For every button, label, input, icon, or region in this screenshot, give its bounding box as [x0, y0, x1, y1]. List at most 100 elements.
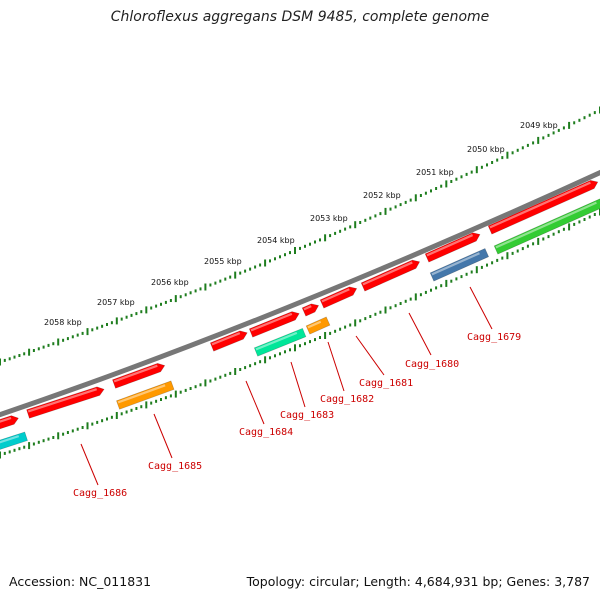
ruler-label: 2058 kbp: [44, 318, 82, 327]
ruler-inner-dot: [42, 439, 45, 443]
ruler-inner-dot: [3, 451, 6, 455]
ruler-inner-dot: [339, 327, 342, 331]
ruler-inner-dot: [62, 432, 65, 436]
ruler-inner-dot: [32, 442, 35, 446]
gene-label[interactable]: Cagg_1680: [405, 359, 459, 370]
ruler-outer-dot: [430, 189, 432, 193]
ruler-inner-dot: [430, 288, 432, 292]
ruler-inner-dot: [501, 256, 504, 260]
ruler-inner-dot: [18, 447, 21, 451]
ruler-label: 2049 kbp: [520, 121, 558, 130]
accession-text: Accession: NC_011831: [9, 574, 152, 589]
ruler-inner-dot: [526, 244, 529, 248]
gene-leader-line: [327, 341, 345, 392]
ruler-outer-dot: [299, 246, 301, 250]
ruler-outer-dot: [23, 352, 26, 356]
ruler-inner-dot: [135, 407, 138, 410]
gene-bar-cagg-1682: [305, 316, 331, 335]
ruler-inner-major-tick: [506, 252, 509, 260]
ruler-inner-dot: [224, 373, 227, 377]
genome-backbone: [0, 169, 600, 418]
ruler-outer-dot: [259, 263, 262, 267]
ruler-outer-dot: [150, 306, 153, 310]
ruler-outer-dot: [435, 187, 438, 190]
ruler-outer-dot: [8, 357, 11, 361]
ruler-outer-major-tick: [414, 194, 417, 202]
ruler-outer-dot: [101, 324, 104, 328]
ruler-inner-dot: [155, 399, 158, 403]
ruler-outer-dot: [37, 347, 40, 351]
ruler-outer-dot: [91, 328, 94, 332]
ruler-inner-major-tick: [445, 279, 448, 287]
gene-bar-cagg-1685: [116, 380, 175, 410]
ruler-inner-dot: [47, 437, 50, 441]
ruler-inner-dot: [66, 431, 69, 434]
ruler-inner-dot: [460, 275, 463, 279]
ruler-inner-major-tick: [537, 237, 540, 245]
ruler-inner-dot: [169, 394, 172, 398]
ruler-inner-dot: [150, 401, 153, 405]
ruler-label: 2051 kbp: [416, 168, 454, 177]
ruler-outer-dot: [42, 345, 45, 349]
gene-arrow-cagg-1686: [26, 386, 105, 419]
ruler-outer-major-tick: [86, 328, 89, 336]
ruler-outer-dot: [249, 267, 252, 271]
gene-arrow-forward: [487, 180, 599, 235]
ruler-label: 2057 kbp: [97, 298, 135, 307]
ruler-outer-dot: [284, 253, 286, 257]
gene-labels: Cagg_1679 Cagg_1680 Cagg_1681 Cagg_1682 Cagg…: [73, 332, 521, 499]
ruler-inner-major-tick: [0, 451, 1, 459]
gene-arrow-cagg-1684: [209, 330, 248, 352]
gene-label[interactable]: Cagg_1681: [359, 378, 413, 389]
ruler-inner-dot: [486, 263, 488, 267]
ruler-inner-dot: [329, 331, 332, 335]
ruler-outer-dot: [135, 312, 138, 316]
ruler-label: 2054 kbp: [257, 236, 295, 245]
ruler-inner-dot: [521, 247, 524, 251]
gene-label[interactable]: Cagg_1684: [239, 427, 293, 438]
ruler-inner-dot: [239, 368, 242, 371]
ruler-outer-dot: [309, 242, 311, 246]
gene-leader-line: [408, 312, 432, 356]
gene-leader-line: [469, 286, 493, 330]
ruler-inner-dot: [259, 360, 262, 364]
ruler-outer-dot: [279, 255, 281, 259]
gene-leader-line: [355, 335, 385, 376]
ruler-outer-dot: [349, 225, 352, 229]
ruler-inner-dot: [184, 388, 187, 392]
gene-bar-reverse: [0, 431, 28, 453]
ruler-inner-dot: [219, 375, 222, 379]
gene-label[interactable]: Cagg_1682: [320, 394, 374, 405]
ruler-inner-dot: [532, 242, 535, 246]
gene-label[interactable]: Cagg_1685: [148, 461, 202, 472]
ruler-outer-dot: [344, 227, 347, 231]
ruler-inner-dot: [480, 265, 483, 269]
ruler-outer-dots: [0, 106, 600, 366]
ruler-inner-major-tick: [174, 390, 177, 398]
ruler-inner-dot: [279, 352, 281, 356]
ruler-label: 2052 kbp: [363, 191, 401, 200]
ruler-inner-dot: [593, 213, 596, 216]
ruler-inner-dot: [179, 390, 182, 394]
gene-label[interactable]: Cagg_1686: [73, 488, 127, 499]
ruler-outer-dot: [557, 128, 560, 132]
gene-label[interactable]: Cagg_1679: [467, 332, 521, 343]
ruler-outer-dot: [419, 194, 422, 197]
ruler-inner-dot: [249, 364, 252, 368]
ruler-outer-dot: [588, 113, 591, 117]
ruler-outer-dot: [374, 214, 377, 218]
gene-arrow-cagg-1681: [319, 286, 358, 309]
ruler-inner-dot: [491, 261, 494, 265]
ruler-outer-dot: [389, 207, 392, 211]
ruler-outer-major-tick: [28, 348, 31, 356]
ruler-inner-dot: [369, 315, 372, 318]
gene-arrow-forward: [248, 311, 300, 338]
ruler-inner-dot: [284, 350, 286, 354]
ruler-inner-major-tick: [294, 344, 296, 352]
ruler-inner-dot: [389, 306, 392, 310]
gene-label[interactable]: Cagg_1683: [280, 410, 334, 421]
ruler-inner-dot: [96, 420, 99, 424]
ruler-outer-dot: [289, 251, 291, 255]
map-title: Chloroflexus aggregans DSM 9485, complet…: [110, 9, 490, 25]
